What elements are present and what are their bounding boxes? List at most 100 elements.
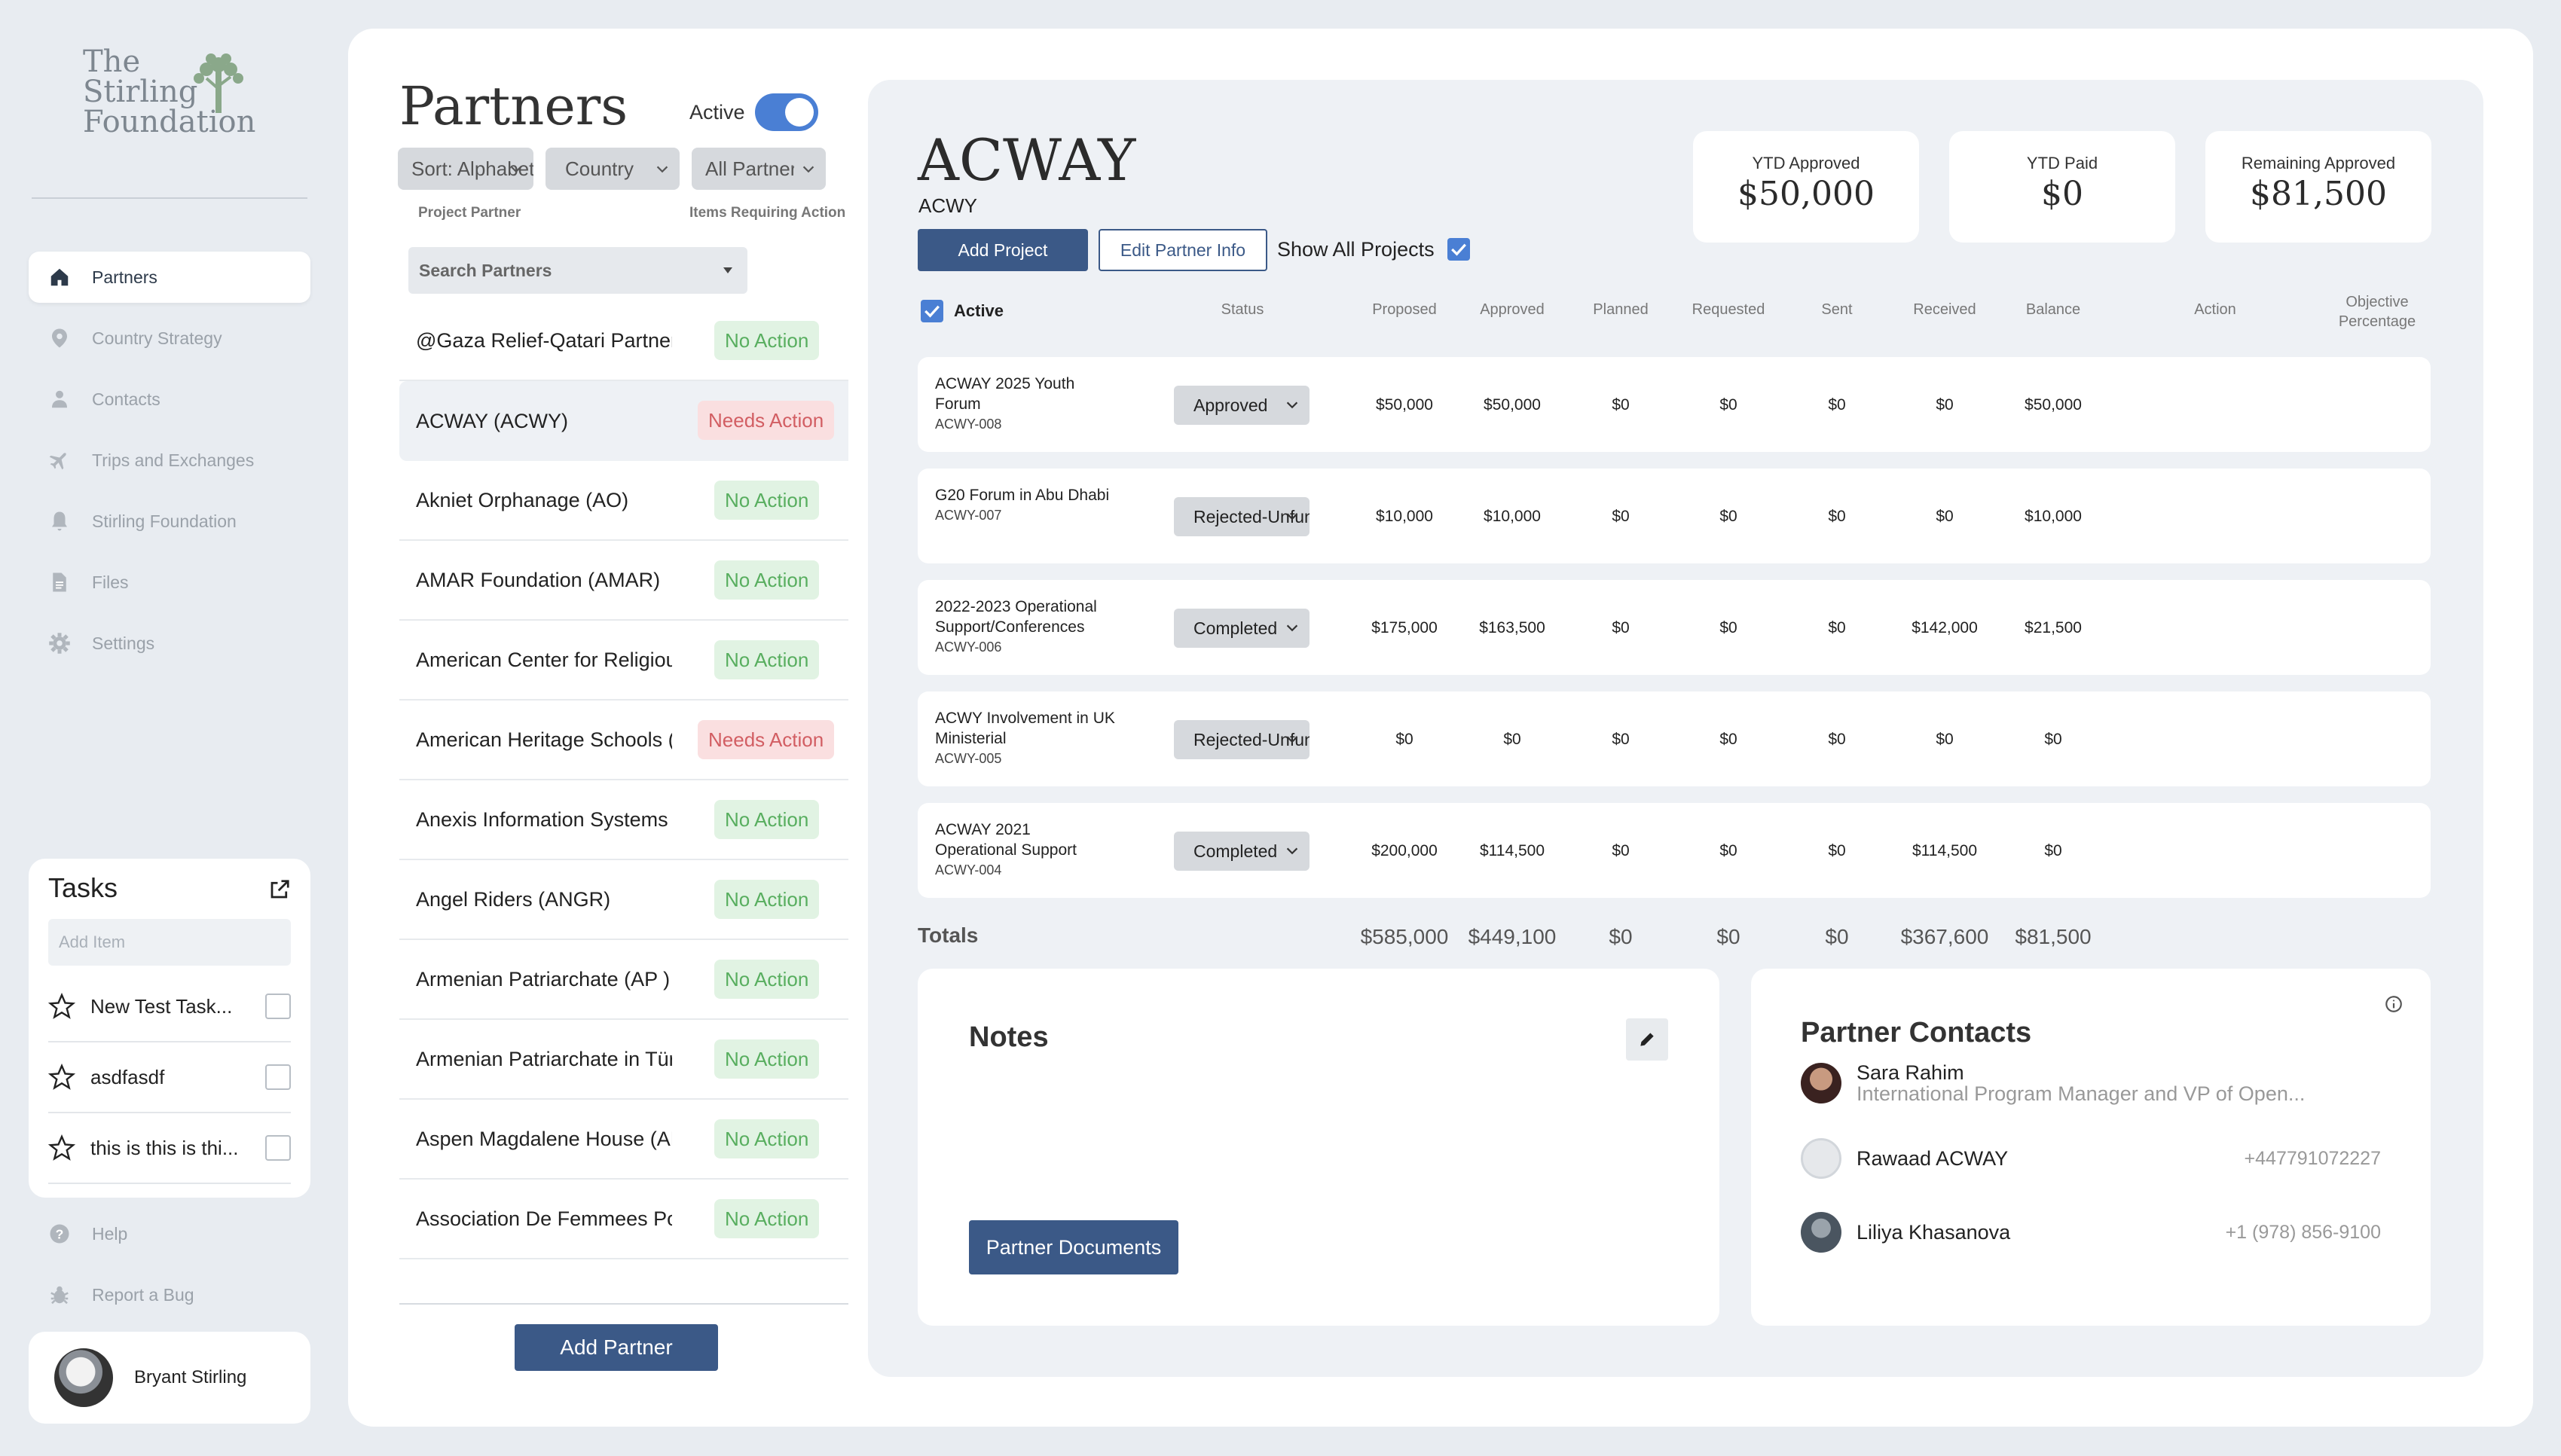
nav-item-help[interactable]: ? Help [29, 1208, 310, 1259]
total-approved: $449,100 [1468, 925, 1557, 948]
status-value: Approved [1193, 395, 1268, 415]
requested-cell: $0 [1719, 508, 1737, 525]
task-checkbox[interactable] [265, 1135, 291, 1161]
status-dropdown[interactable]: Completed [1174, 832, 1310, 871]
project-row[interactable]: ACWAY 2021 Operational Support ACWY-004 C… [918, 803, 2431, 898]
balance-cell: $21,500 [2025, 619, 2082, 636]
contact-row[interactable]: Rawaad ACWAY +447791072227 [1801, 1136, 2381, 1181]
partner-list-item[interactable]: Association De Femmees Pour No Action [399, 1180, 848, 1259]
partner-list-item[interactable]: @Gaza Relief-Qatari Partner No Action [399, 301, 848, 381]
nav-label: Country Strategy [92, 328, 222, 348]
search-partners-dropdown[interactable]: Search Partners [408, 247, 747, 294]
avatar [54, 1348, 113, 1407]
home-icon [50, 268, 69, 286]
file-icon [53, 572, 66, 592]
partner-list-item[interactable]: Aspen Magdalene House (AMH) No Action [399, 1100, 848, 1180]
planned-cell: $0 [1612, 842, 1630, 859]
contacts-title: Partner Contacts [1801, 1017, 2032, 1049]
external-link-icon[interactable] [268, 878, 291, 901]
partner-list-item-selected[interactable]: ACWAY (ACWY) Needs Action [399, 381, 848, 461]
star-icon[interactable] [48, 1134, 75, 1161]
nav-item-settings[interactable]: Settings [29, 618, 310, 669]
chevron-down-icon [510, 166, 522, 173]
status-dropdown[interactable]: Completed [1174, 609, 1310, 648]
partner-list-item[interactable]: Akniet Orphanage (AO) No Action [399, 461, 848, 541]
foundation-logo: The Stirling Foundation [83, 47, 271, 152]
status-dropdown[interactable]: Approved [1174, 386, 1310, 425]
project-row[interactable]: G20 Forum in Abu Dhabi ACWY-007 Rejected-… [918, 469, 2431, 563]
info-icon[interactable] [2384, 994, 2404, 1014]
edit-partner-button[interactable]: Edit Partner Info [1099, 229, 1267, 271]
airplane-icon [49, 453, 66, 470]
active-filter-checkbox[interactable] [921, 300, 943, 322]
show-all-checkbox[interactable] [1447, 238, 1470, 261]
user-profile[interactable]: Bryant Stirling [29, 1332, 310, 1424]
contact-row[interactable]: Sara Rahim International Program Manager… [1801, 1062, 2381, 1104]
approved-cell: $0 [1503, 731, 1521, 748]
country-dropdown[interactable]: Country [546, 148, 680, 190]
user-name: Bryant Stirling [134, 1367, 247, 1387]
task-item[interactable]: New Test Task... [48, 972, 291, 1042]
star-icon[interactable] [48, 1064, 75, 1091]
column-balance: Balance [2025, 301, 2081, 318]
column-items-requiring-action: Items Requiring Action [689, 205, 846, 221]
status-dropdown[interactable]: Rejected-Unfunded [1174, 497, 1310, 536]
partner-type-dropdown[interactable]: All Partners [692, 148, 826, 190]
project-row[interactable]: ACWY Involvement in UK Ministerial ACWY-0… [918, 691, 2431, 786]
chevron-down-icon [1286, 736, 1298, 743]
nav-item-partners[interactable]: Partners [29, 252, 310, 303]
list-divider [399, 1303, 848, 1305]
partner-list-item[interactable]: AMAR Foundation (AMAR) No Action [399, 541, 848, 621]
contact-phone: +1 (978) 856-9100 [2225, 1221, 2381, 1243]
sidebar-divider [32, 197, 307, 199]
totals-label: Totals [918, 923, 979, 947]
nav-item-files[interactable]: Files [29, 557, 310, 608]
checkmark-icon [1451, 243, 1466, 256]
partner-list-item[interactable]: Armenian Patriarchate (AP ) No Action [399, 940, 848, 1020]
star-icon[interactable] [48, 993, 75, 1020]
received-cell: $0 [1936, 508, 1954, 525]
nav-item-trips[interactable]: Trips and Exchanges [29, 435, 310, 486]
project-id: ACWY-007 [935, 508, 1002, 523]
add-project-button[interactable]: Add Project [918, 229, 1088, 271]
nav-item-report-bug[interactable]: Report a Bug [29, 1269, 310, 1320]
requested-cell: $0 [1719, 396, 1737, 414]
partner-list-item[interactable]: American Center for Religious No Action [399, 621, 848, 701]
partner-documents-button[interactable]: Partner Documents [969, 1220, 1178, 1274]
task-checkbox[interactable] [265, 994, 291, 1019]
column-active: Active [954, 301, 1004, 320]
add-partner-button[interactable]: Add Partner [515, 1324, 718, 1371]
task-item[interactable]: this is this is thi... [48, 1113, 291, 1184]
contact-row[interactable]: Liliya Khasanova +1 (978) 856-9100 [1801, 1210, 2381, 1255]
sort-dropdown[interactable]: Sort: Alphabetical [398, 148, 533, 190]
proposed-cell: $200,000 [1371, 842, 1438, 859]
approved-cell: $50,000 [1484, 396, 1541, 414]
project-name: 2022-2023 Operational Support/Conference… [935, 598, 1097, 636]
column-project-partner: Project Partner [418, 205, 521, 221]
requested-cell: $0 [1719, 842, 1737, 859]
project-row[interactable]: 2022-2023 Operational Support/Conference… [918, 580, 2431, 675]
kpi-label: YTD Paid [2026, 154, 2098, 172]
nav-item-country-strategy[interactable]: Country Strategy [29, 313, 310, 364]
task-checkbox[interactable] [265, 1064, 291, 1090]
project-name: ACWAY 2021 Operational Support [935, 821, 1077, 859]
requested-cell: $0 [1719, 619, 1737, 636]
bell-icon [52, 511, 67, 531]
status-dropdown[interactable]: Rejected-Unfunded [1174, 720, 1310, 759]
svg-text:?: ? [56, 1226, 64, 1241]
status-badge: No Action [714, 481, 820, 520]
nav-item-stirling-foundation[interactable]: Stirling Foundation [29, 496, 310, 547]
edit-notes-button[interactable] [1626, 1018, 1668, 1061]
add-task-input[interactable]: Add Item [48, 919, 291, 966]
partner-list-item[interactable]: American Heritage Schools (AHS) Needs Ac… [399, 701, 848, 780]
partner-list-item[interactable]: Armenian Patriarchate in Türkiye No Acti… [399, 1020, 848, 1100]
partner-list-item[interactable]: Angel Riders (ANGR) No Action [399, 860, 848, 940]
nav-label: Trips and Exchanges [92, 450, 255, 470]
project-row[interactable]: ACWAY 2025 Youth Forum ACWY-008 Approved … [918, 357, 2431, 452]
project-id: ACWY-004 [935, 862, 1002, 878]
task-item[interactable]: asdfasdf [48, 1042, 291, 1113]
active-toggle[interactable] [755, 93, 818, 131]
project-name-cell: ACWAY 2025 Youth Forum ACWY-008 [935, 374, 1116, 435]
partner-list-item[interactable]: Anexis Information Systems No Action [399, 780, 848, 860]
nav-item-contacts[interactable]: Contacts [29, 374, 310, 425]
